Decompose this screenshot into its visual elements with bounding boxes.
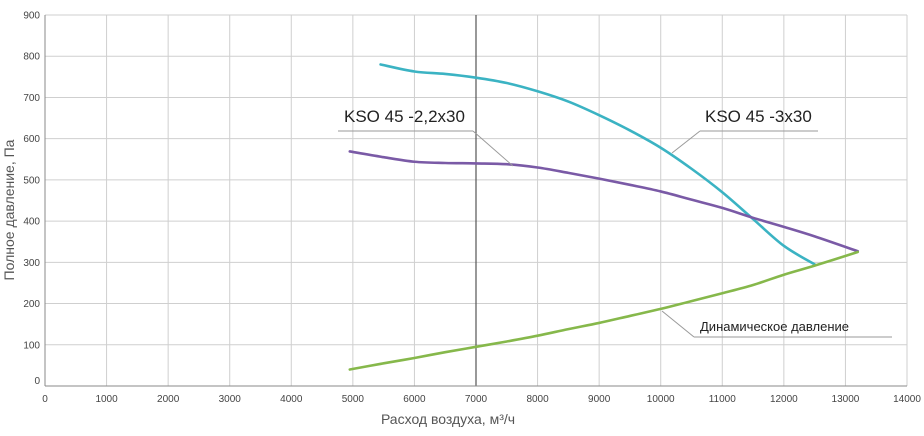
series-line-kso-45-2-2x30	[348, 150, 860, 253]
y-tick-label: 200	[23, 299, 40, 310]
y-tick-label: 700	[23, 93, 40, 104]
x-tick-label: 3000	[219, 394, 242, 405]
y-tick-label: 900	[23, 11, 40, 22]
x-tick-label: 1000	[95, 394, 118, 405]
series-line-kso-45-3x30	[379, 63, 816, 266]
series-labels: KSO 45 -3x30 KSO 45 -2,2x30 Динамическое д…	[338, 107, 892, 338]
tick-labels: 0 1000 2000 3000 4000 5000 6000 7000 8000 9000 100…	[23, 11, 921, 406]
x-tick-label: 8000	[526, 394, 549, 405]
series-label-kso-45-3x30-leader	[671, 130, 701, 154]
axes	[44, 15, 907, 387]
series-label-dynamic-pressure-leader	[661, 310, 695, 338]
x-tick-label: 12000	[770, 394, 798, 405]
y-tick-label: 600	[23, 134, 40, 145]
x-tick-label: 14000	[893, 394, 921, 405]
series-label-kso-45-2-2x30-leader	[472, 130, 514, 167]
y-tick-label: 400	[23, 217, 40, 228]
y-tick-label: 500	[23, 175, 40, 186]
series-lines	[348, 63, 860, 371]
x-tick-label: 6000	[403, 394, 426, 405]
y-axis-title: Полное давление, Па	[1, 139, 17, 280]
x-tick-label: 4000	[280, 394, 303, 405]
x-tick-label: 2000	[157, 394, 180, 405]
x-tick-label: 0	[42, 394, 48, 405]
x-tick-label: 5000	[342, 394, 365, 405]
x-tick-label: 9000	[588, 394, 611, 405]
x-axis-title: Расход воздуха, м³/ч	[381, 411, 515, 427]
series-label-dynamic-pressure: Динамическое давление	[700, 319, 849, 334]
series-label-kso-45-3x30: KSO 45 -3x30	[705, 107, 812, 126]
x-tick-label: 11000	[709, 394, 737, 405]
y-tick-label: 300	[23, 258, 40, 269]
y-tick-label: 100	[23, 340, 40, 351]
series-label-kso-45-2-2x30: KSO 45 -2,2x30	[344, 107, 465, 126]
x-tick-label: 13000	[832, 394, 860, 405]
x-tick-label: 10000	[647, 394, 675, 405]
series-line-dynamic-pressure	[348, 250, 860, 371]
y-tick-label: 0	[34, 376, 40, 387]
x-tick-label: 7000	[465, 394, 488, 405]
y-tick-label: 800	[23, 52, 40, 63]
